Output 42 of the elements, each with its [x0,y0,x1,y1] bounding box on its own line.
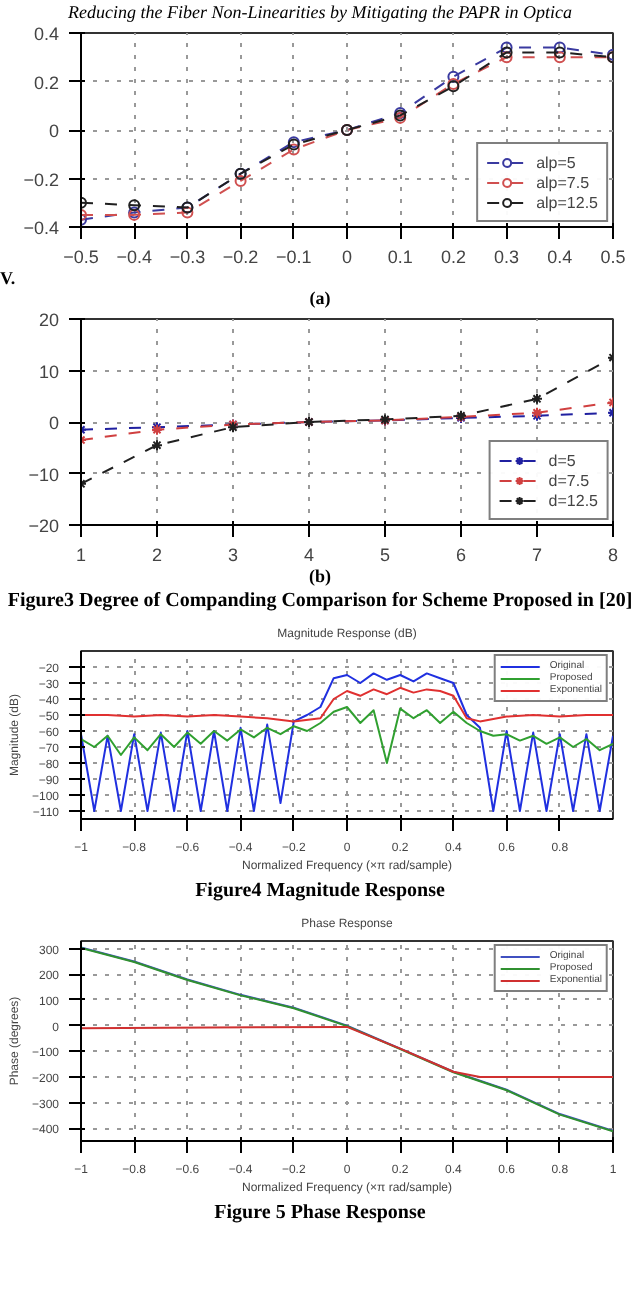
y-tick-label: −20 [28,516,60,536]
y-tick-label: 10 [38,361,60,382]
x-tick-label: 2 [151,545,163,565]
x-tick-label: 5 [379,545,391,565]
x-tick-label: 0 [341,247,353,267]
y-tick-label: −0.2 [23,169,60,190]
x-tick-label: 0.1 [387,247,413,267]
x-tick-label: 1 [75,545,87,565]
caption: Figure4 Magnitude Response [195,878,445,904]
legend-label: d=5 [548,450,578,470]
y-tick-label: 20 [38,310,60,330]
x-tick-label: −0.5 [63,247,99,267]
y-tick-label: −10 [28,464,60,485]
x-tick-label: 0.4 [547,247,573,267]
x-tick-label: 6 [455,545,467,565]
legend-label: alp=12.5 [536,192,598,212]
caption: Figure3 Degree of Companding Comparison for Scheme Proposed in [20] [7,588,633,614]
x-tick-label: 7 [531,545,543,565]
y-tick-label: 0.4 [33,24,60,44]
x-tick-label: 0.5 [600,247,626,267]
x-tick-label: 0.3 [494,247,520,267]
x-tick-label: −0.3 [169,247,206,267]
x-tick-label: −0.1 [276,247,312,267]
y-tick-label: 0 [48,121,60,141]
legend-label: d=12.5 [548,490,598,510]
x-tick-label: 0.2 [440,247,466,267]
y-tick-label: 0 [48,413,60,433]
text: Reducing the Fiber Non-Linearities by Mitigating the PAPR in Optica [67,0,573,24]
legend-label: d=7.5 [548,470,590,490]
x-tick-label: 4 [303,545,315,565]
text: V. [0,268,16,288]
x-tick-label: 8 [607,545,619,565]
x-tick-label: −0.4 [116,247,152,267]
x-tick-label: 3 [227,545,239,565]
legend-label: alp=7.5 [536,172,590,192]
legend-label: alp=5 [536,152,577,172]
text: (a) [309,288,331,310]
y-tick-label: 0.2 [33,72,60,93]
text: (b) [309,566,331,588]
x-tick-label: −0.2 [222,247,259,267]
y-tick-label: −0.4 [23,218,60,238]
caption: Figure 5 Phase Response [214,1200,426,1226]
